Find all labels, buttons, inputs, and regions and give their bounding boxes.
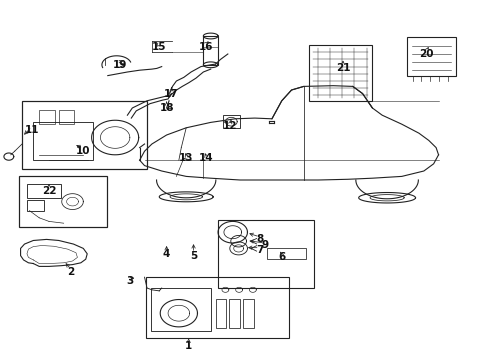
Text: 7: 7 [256,245,264,255]
Bar [309,45,372,101]
Text: 16: 16 [198,42,213,52]
Text: 13: 13 [179,153,194,163]
Text: 15: 15 [152,42,167,52]
Text: 1: 1 [185,341,192,351]
Bar [146,277,289,338]
Bar [407,37,456,76]
Bar [243,299,254,328]
Text: 14: 14 [198,153,213,163]
Text: 9: 9 [261,240,268,250]
Bar [151,288,211,331]
Bar [27,184,61,198]
Text: 18: 18 [159,103,174,113]
Text: 8: 8 [256,234,263,244]
Bar [218,220,314,288]
Bar [216,299,226,328]
Text: 22: 22 [42,186,56,196]
Bar [27,200,44,211]
Bar [19,176,107,227]
Bar [39,110,55,124]
Text: 20: 20 [419,49,434,59]
Text: 3: 3 [126,276,133,286]
Bar [33,122,93,160]
Bar [229,299,240,328]
Text: 19: 19 [113,60,127,70]
Bar [203,36,218,65]
Bar [267,248,306,259]
Text: 12: 12 [223,121,238,131]
Text: 6: 6 [278,252,285,262]
Text: 11: 11 [24,125,39,135]
Text: 4: 4 [163,249,171,259]
Text: 5: 5 [190,251,197,261]
Text: 10: 10 [76,146,91,156]
Bar [59,110,74,124]
Text: 21: 21 [336,63,350,73]
Bar [223,115,240,128]
Text: 17: 17 [164,89,179,99]
Bar [22,101,147,169]
Text: 2: 2 [68,267,74,277]
